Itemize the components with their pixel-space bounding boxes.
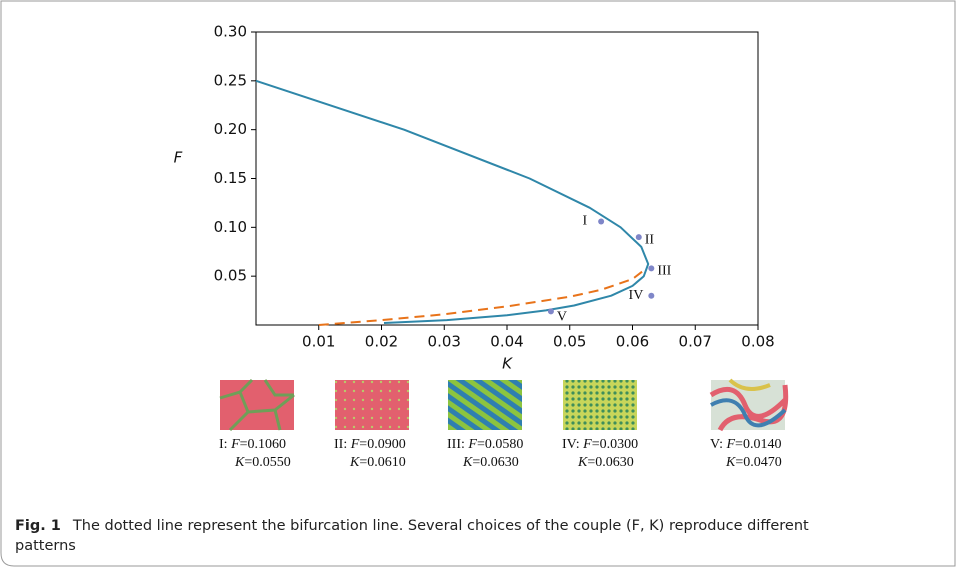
pattern-k: K=0.0550: [234, 455, 291, 470]
point-label: IV: [629, 288, 644, 303]
caption: Fig. 1 The dotted line represent the bifu…: [15, 518, 809, 534]
point-label: II: [645, 232, 655, 247]
thumb-i: [220, 380, 294, 430]
pattern-k: K=0.0630: [577, 455, 634, 470]
k-symbol: K: [234, 455, 245, 470]
plot-frame: [256, 32, 758, 325]
eq: =: [244, 455, 252, 470]
pattern-name: III: [447, 437, 461, 452]
f-value: 0.0580: [485, 437, 524, 452]
f-value: 0.0140: [743, 437, 782, 452]
pattern-f: II: F=0.0900: [334, 437, 406, 452]
frame: [1, 1, 955, 566]
series-line: [256, 81, 648, 323]
y-tick-label: 0.10: [214, 218, 247, 236]
sep: :: [224, 437, 231, 452]
thumb-iii: [448, 380, 522, 430]
point-label: III: [657, 264, 671, 279]
pattern-k: K=0.0630: [462, 455, 519, 470]
x-tick-label: 0.04: [490, 333, 523, 351]
k-symbol: K: [577, 455, 588, 470]
y-tick-label: 0.20: [214, 120, 247, 138]
point-label: V: [557, 310, 567, 325]
pattern-f: I: F=0.1060: [219, 437, 286, 452]
x-tick-label: 0.02: [365, 333, 398, 351]
eq: =: [735, 455, 743, 470]
y-tick-label: 0.15: [214, 169, 247, 187]
eq: =: [477, 437, 485, 452]
pattern-point: [598, 218, 604, 224]
pattern-f: V: F=0.0140: [710, 437, 781, 452]
y-axis-label: F: [174, 149, 183, 167]
pattern-point: [648, 293, 654, 299]
k-value: 0.0630: [480, 455, 519, 470]
x-tick-label: 0.03: [428, 333, 461, 351]
sep: :: [461, 437, 468, 452]
pattern-f: III: F=0.0580: [447, 437, 523, 452]
pattern-f: IV: F=0.0300: [562, 437, 638, 452]
x-tick-label: 0.07: [679, 333, 712, 351]
y-tick-label: 0.25: [214, 71, 247, 89]
k-symbol: K: [349, 455, 360, 470]
eq: =: [240, 437, 248, 452]
eq: =: [472, 455, 480, 470]
f-value: 0.0900: [367, 437, 406, 452]
eq: =: [359, 455, 367, 470]
f-value: 0.0300: [600, 437, 639, 452]
pattern-point: [648, 265, 654, 271]
pattern-name: II: [334, 437, 344, 452]
sep: :: [576, 437, 583, 452]
f-symbol: F: [582, 437, 592, 452]
figure: Fig. 1 The dotted line represent the bifu…: [0, 0, 956, 567]
pattern-point: [548, 308, 554, 314]
y-tick-label: 0.30: [214, 23, 247, 41]
eq: =: [359, 437, 367, 452]
y-tick-label: 0.05: [214, 267, 247, 285]
f-symbol: F: [467, 437, 477, 452]
caption-text: The dotted line represent the bifurcatio…: [72, 518, 809, 534]
pattern-point: [636, 234, 642, 240]
caption-label: Fig. 1: [15, 518, 61, 534]
x-tick-label: 0.08: [741, 333, 774, 351]
x-tick-label: 0.06: [616, 333, 649, 351]
x-axis-label: K: [502, 355, 513, 373]
k-symbol: K: [462, 455, 473, 470]
sep: :: [719, 437, 726, 452]
f-symbol: F: [350, 437, 360, 452]
caption-text-cont: patterns: [15, 538, 76, 554]
thumbnails: [220, 380, 786, 430]
k-value: 0.0550: [252, 455, 291, 470]
k-symbol: K: [725, 455, 736, 470]
eq: =: [592, 437, 600, 452]
point-label: I: [582, 214, 587, 229]
f-symbol: F: [230, 437, 240, 452]
sep: :: [343, 437, 350, 452]
x-tick-label: 0.05: [553, 333, 586, 351]
f-value: 0.1060: [248, 437, 287, 452]
k-value: 0.0610: [367, 455, 406, 470]
k-value: 0.0630: [595, 455, 634, 470]
x-tick-label: 0.01: [302, 333, 335, 351]
eq: =: [587, 455, 595, 470]
pattern-k: K=0.0470: [725, 455, 782, 470]
pattern-name: IV: [562, 437, 577, 452]
eq: =: [735, 437, 743, 452]
pattern-k: K=0.0610: [349, 455, 406, 470]
f-symbol: F: [725, 437, 735, 452]
thumb-v: [711, 380, 786, 430]
thumb-iv: [563, 380, 637, 430]
thumb-ii: [335, 380, 409, 430]
k-value: 0.0470: [743, 455, 782, 470]
